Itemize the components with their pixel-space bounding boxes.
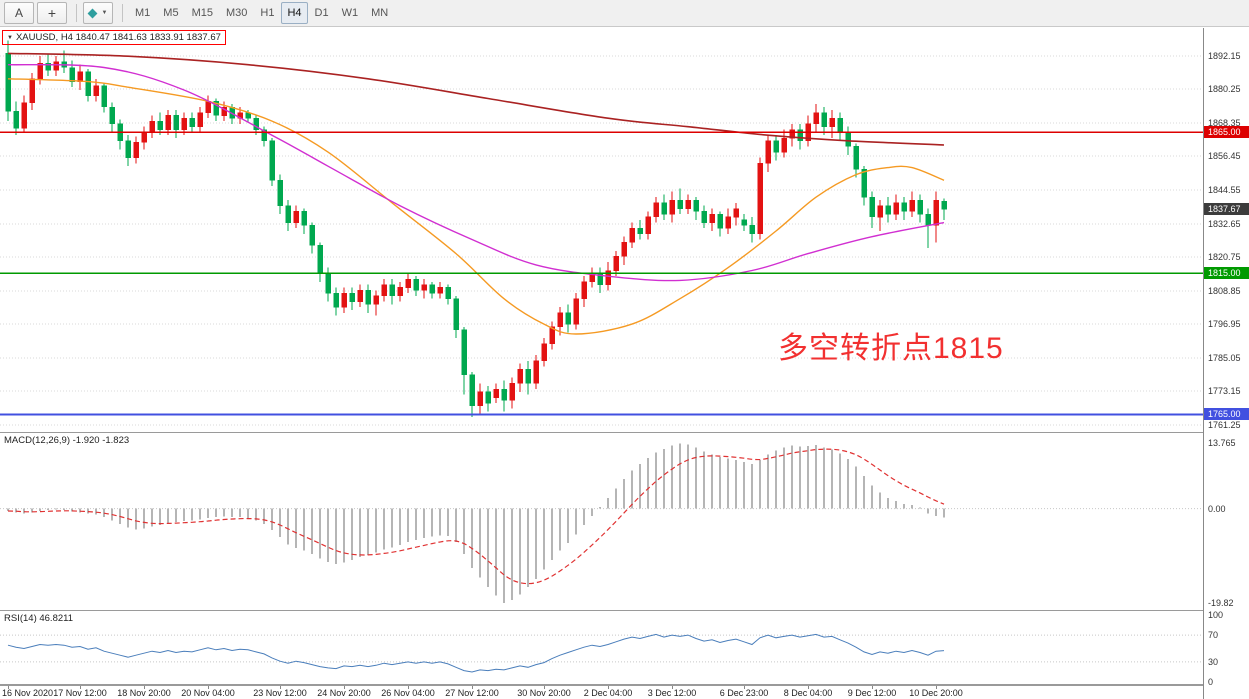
tab-timeframe-w1[interactable]: W1 [341,7,359,19]
price-tick-label: 1820.75 [1208,252,1241,263]
time-tick [144,686,145,689]
price-tick-label: 1832.65 [1208,218,1241,229]
time-tick [544,686,545,689]
level-price-tag-1865.00: 1865.00 [1204,126,1249,139]
price-tick-label: 1773.15 [1208,386,1241,397]
time-tick [608,686,609,689]
rsi-canvas[interactable] [0,611,1203,684]
crosshair-button[interactable]: + [37,2,67,24]
text-tool-button[interactable]: A [4,2,34,24]
price-tick-label: 1868.35 [1208,117,1241,128]
time-tick [8,686,9,689]
macd-axis-label: 13.765 [1208,438,1236,448]
time-tick [80,686,81,689]
timeframe-group: M1 M5 M15 M30 H1 H4 D1 W1 MN [129,2,395,24]
time-label: 30 Nov 20:00 [517,688,571,698]
price-tick-label: 1761.25 [1208,419,1241,430]
panel-separator [0,684,1249,685]
toolbar: A + ▼ M1 M5 M15 M30 H1 H4 D1 W1 MN [0,0,1249,27]
toolbar-separator [76,4,77,22]
time-label: 26 Nov 04:00 [381,688,435,698]
price-tick-label: 1892.15 [1208,50,1241,61]
time-tick [872,686,873,689]
time-label: 9 Dec 12:00 [847,688,897,698]
chart-annotation-text[interactable]: 多空转折点1815 [778,332,1004,365]
tab-timeframe-h1[interactable]: H1 [260,7,275,19]
rsi-label: RSI(14) 46.8211 [4,613,74,624]
level-price-tag-1765.00: 1765.00 [1204,408,1249,421]
macd-histogram [7,443,945,603]
price-axis[interactable]: 1892.15 1880.25 1868.35 1856.45 1844.55 1832.… [1203,28,1249,699]
chart-title-box[interactable]: ▼ XAUUSD, H4 1840.47 1841.63 1833.91 183… [2,30,226,45]
price-tick-label: 1808.85 [1208,285,1241,296]
price-tick-label: 1785.05 [1208,352,1241,363]
time-label: 16 Nov 2020 [2,688,54,698]
tab-timeframe-d1[interactable]: D1 [314,7,329,19]
rsi-axis-label: 0 [1208,677,1214,687]
main-chart-canvas[interactable] [0,28,1203,432]
macd-label: MACD(12,26,9) -1.920 -1.823 [4,435,130,446]
time-label: 18 Nov 20:00 [117,688,171,698]
tab-timeframe-m15[interactable]: M15 [191,7,213,19]
time-label: 3 Dec 12:00 [647,688,697,698]
panel-separator [0,610,1249,611]
macd-axis-label: -19.82 [1208,598,1234,608]
main-chart-panel: ▼ XAUUSD, H4 1840.47 1841.63 1833.91 183… [0,28,1203,432]
rsi-panel: RSI(14) 46.8211 [0,611,1203,684]
time-label: 23 Nov 12:00 [253,688,307,698]
price-tick-label: 1844.55 [1208,185,1241,195]
collapse-icon: ▼ [7,34,13,41]
time-tick [808,686,809,689]
time-tick [408,686,409,689]
time-label: 2 Dec 04:00 [583,688,633,698]
time-label: 24 Nov 20:00 [317,688,371,698]
tab-timeframe-m1[interactable]: M1 [135,7,151,19]
panel-separator [0,432,1249,433]
macd-axis-label: 0.00 [1208,503,1226,514]
time-label: 6 Dec 23:00 [719,688,769,698]
time-label: 10 Dec 20:00 [909,688,963,698]
time-label: 27 Nov 12:00 [445,688,499,698]
chevron-down-icon: ▼ [101,10,108,16]
rsi-line [7,633,945,673]
macd-signal-line [7,448,945,585]
time-tick [744,686,745,689]
time-tick [472,686,473,689]
rsi-axis-label: 70 [1208,630,1219,641]
crosshair-icon: + [47,5,57,21]
time-tick [344,686,345,689]
price-tick-label: 1856.45 [1208,151,1241,162]
time-tick [936,686,937,689]
macd-panel: MACD(12,26,9) -1.920 -1.823 [0,433,1203,610]
draw-tools-icon [87,8,97,18]
time-label: 8 Dec 04:00 [783,688,833,698]
current-price-tag: 1837.67 [1204,203,1249,216]
tab-timeframe-m5[interactable]: M5 [163,7,179,19]
macd-canvas[interactable] [0,433,1203,610]
chart-title: XAUUSD, H4 1840.47 1841.63 1833.91 1837.… [15,32,221,43]
time-tick [280,686,281,689]
tab-timeframe-mn[interactable]: MN [371,7,389,19]
price-tick-label: 1796.95 [1208,319,1241,330]
draw-tools-button[interactable]: ▼ [83,2,113,24]
rsi-axis-label: 30 [1208,656,1219,667]
time-label: 20 Nov 04:00 [181,688,235,698]
text-tool-label: A [14,6,23,20]
ma-long-line[interactable] [7,52,945,146]
rsi-axis-label: 100 [1208,610,1224,620]
tab-timeframe-m30[interactable]: M30 [225,7,248,19]
price-tick-label: 1880.25 [1208,84,1241,95]
tab-timeframe-h4[interactable]: H4 [281,2,308,24]
ma-mid-line[interactable] [7,78,945,335]
toolbar-separator [122,4,123,22]
price-gridlines [0,55,1203,426]
time-label: 17 Nov 12:00 [53,688,107,698]
time-tick [672,686,673,689]
time-axis[interactable]: 16 Nov 2020 17 Nov 12:00 18 Nov 20:00 20 No… [0,685,1203,699]
time-tick [208,686,209,689]
ma-slow-line[interactable] [7,63,945,282]
level-price-tag-1815.00: 1815.00 [1204,267,1249,280]
